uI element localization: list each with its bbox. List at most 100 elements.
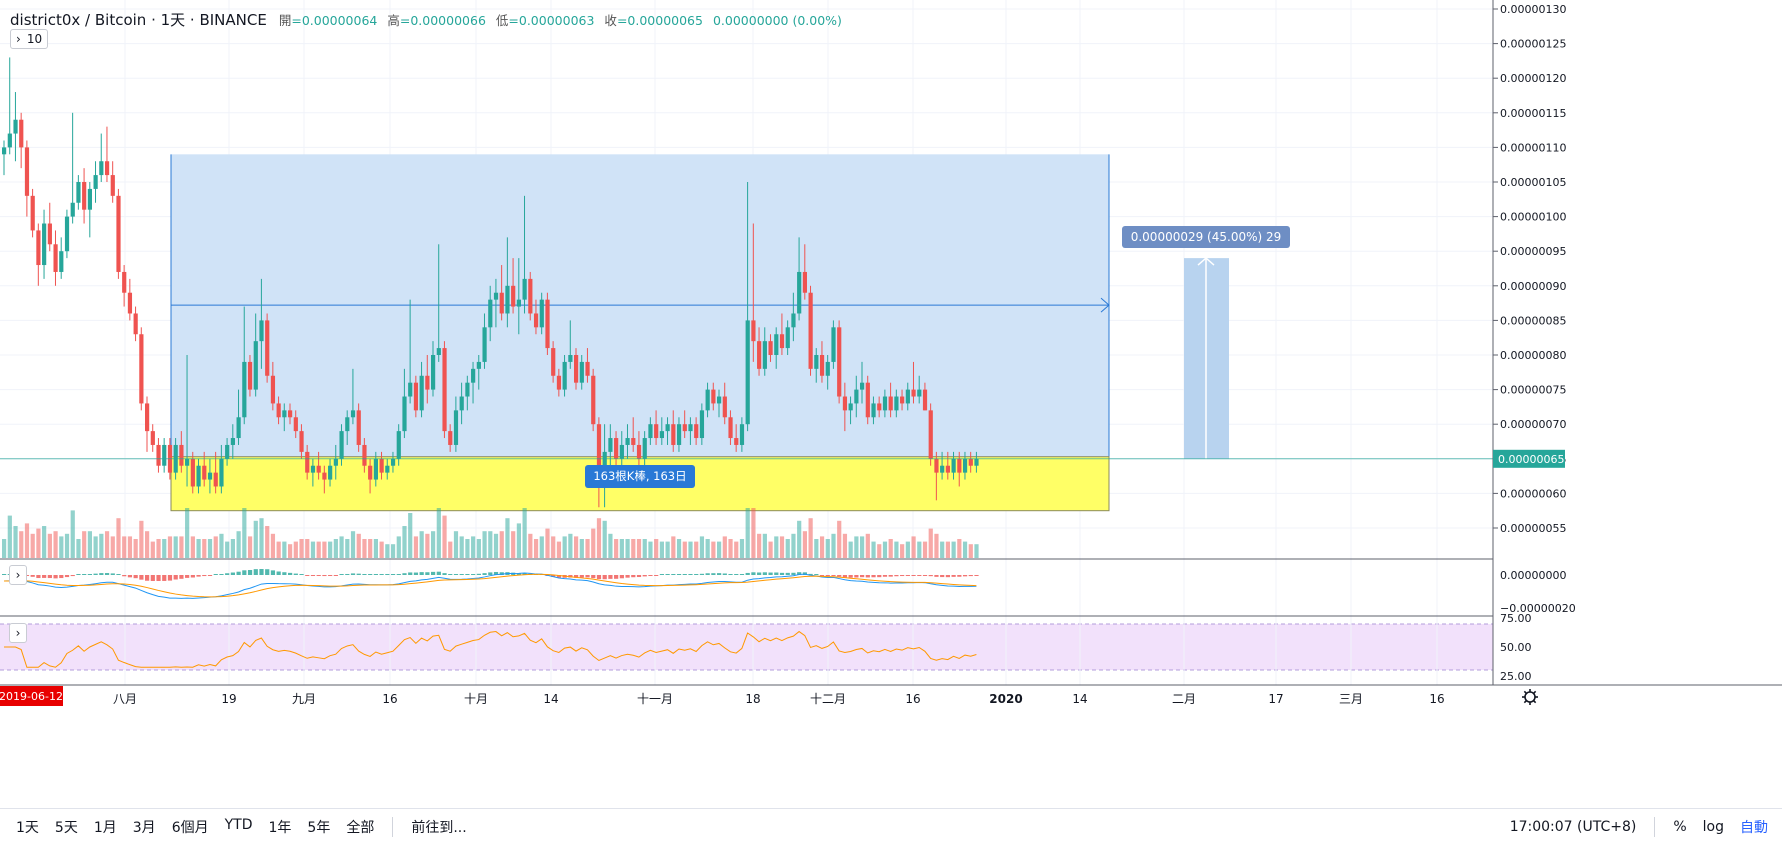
volume-bar: [59, 536, 64, 558]
macd-hist-bar: [757, 572, 762, 575]
candle-body: [99, 161, 104, 176]
volume-bar: [110, 536, 115, 558]
range-button[interactable]: 1天: [16, 819, 39, 836]
volume-bar: [585, 539, 590, 558]
macd-hist-bar: [842, 575, 848, 578]
symbol-title[interactable]: district0x / Bitcoin · 1天 · BINANCE: [10, 10, 267, 29]
macd-pane-toggle-button[interactable]: ›: [9, 565, 27, 585]
time-tick-label: 十一月: [637, 692, 673, 706]
rsi-tick-label: 25.00: [1500, 670, 1532, 683]
range-button[interactable]: 5年: [307, 819, 331, 836]
candle-body: [797, 271, 802, 314]
candle-body: [59, 251, 64, 272]
range-button[interactable]: YTD: [224, 816, 253, 833]
indicator-count: 10: [26, 32, 43, 46]
candle-body: [968, 458, 973, 466]
volume-bar: [699, 536, 705, 558]
time-tick-label: 16: [382, 692, 397, 706]
macd-hist-bar: [385, 574, 390, 575]
auto-scale-button[interactable]: 自動: [1740, 819, 1768, 836]
volume-bar: [911, 536, 916, 558]
macd-hist-bar: [442, 573, 447, 575]
candle-body: [122, 271, 127, 293]
macd-hist-bar: [608, 575, 613, 579]
volume-bar: [694, 541, 699, 558]
volume-bar: [928, 528, 933, 558]
range-button[interactable]: 6個月: [171, 819, 209, 836]
macd-hist-bar: [711, 573, 716, 575]
macd-hist-bar: [293, 573, 298, 575]
range-button[interactable]: 全部: [346, 819, 375, 836]
range-button[interactable]: 1月: [93, 819, 117, 836]
volume-bar: [579, 539, 584, 558]
percent-scale-button[interactable]: %: [1673, 818, 1687, 835]
macd-hist-bar: [110, 573, 115, 575]
volume-bar: [648, 541, 653, 558]
measure-badge: [1122, 226, 1290, 248]
price-axis: 0.00000130 0.00000125 0.00000120 0.00000115…: [1492, 0, 1782, 808]
volume-bar: [940, 541, 945, 558]
macd-hist-bar: [951, 575, 956, 577]
price-tick-label: 0.00000095: [1500, 245, 1566, 258]
goto-date-button[interactable]: 前往到...: [411, 819, 467, 836]
macd-hist-bar: [322, 575, 327, 577]
indicator-toggle-button[interactable]: › 10: [10, 29, 49, 49]
candle-body: [676, 424, 682, 445]
volume-bar: [591, 528, 596, 558]
macd-hist-bar: [76, 574, 81, 575]
volume-bar: [808, 518, 813, 558]
candle-body: [36, 230, 41, 266]
macd-hist-bar: [837, 575, 842, 577]
macd-hist-bar: [213, 574, 218, 575]
range-button[interactable]: 3月: [132, 819, 156, 836]
volume-bar: [482, 531, 487, 558]
macd-hist-bar: [368, 574, 373, 575]
candle-body: [471, 368, 476, 383]
range-button[interactable]: 5天: [54, 819, 78, 836]
macd-hist-bar: [93, 573, 98, 575]
macd-hist-bar: [734, 574, 739, 575]
macd-hist-bar: [465, 574, 470, 575]
volume-bar: [625, 539, 630, 558]
bottom-toolbar: 1天 5天 1月 3月 6個月 YTD 1年 5年 全部 前往到... 17:00:07 (UT…: [0, 808, 1782, 844]
volume-bar: [116, 518, 121, 558]
candle-body: [574, 355, 579, 383]
macd-hist-bar: [471, 574, 476, 575]
current-price-label: 0.00000065: [1498, 453, 1564, 466]
time-tick-label: 2020: [989, 692, 1022, 706]
volume-bar: [47, 533, 52, 558]
macd-hist-bar: [808, 573, 813, 575]
range-button[interactable]: 1年: [268, 819, 292, 836]
rsi-tick-label: 50.00: [1500, 641, 1532, 654]
rsi-pane-toggle-button[interactable]: ›: [9, 623, 27, 643]
price-tick-label: 0.00000125: [1500, 38, 1566, 51]
volume-bar: [562, 536, 567, 558]
gear-icon[interactable]: [1522, 689, 1538, 705]
macd-tick-label: −0.00000020: [1500, 602, 1576, 615]
range-label: 163根K棒, 163日: [593, 469, 686, 483]
volume-bar: [802, 531, 807, 558]
volume-bar: [179, 536, 184, 558]
ohlc-open: 開=0.00000064: [278, 12, 378, 28]
macd-hist-bar: [127, 575, 133, 578]
candle-body: [202, 465, 207, 480]
candle-body: [2, 147, 7, 155]
volume-bar: [7, 515, 12, 558]
candle-body: [413, 382, 419, 411]
volume-bar: [888, 539, 893, 558]
price-tick-label: 0.00000060: [1500, 487, 1566, 500]
macd-hist-bar: [190, 575, 195, 578]
candle-body: [648, 424, 653, 439]
ohlc-change: 0.00000000 (0.00%): [712, 12, 842, 28]
macd-hist-bar: [104, 573, 110, 575]
macd-hist-bar: [379, 574, 384, 575]
time-tick-label: 14: [1072, 692, 1087, 706]
log-scale-button[interactable]: log: [1702, 818, 1724, 835]
candle-body: [785, 327, 790, 349]
macd-hist-bar: [59, 575, 64, 579]
candle-body: [511, 285, 516, 307]
candle-body: [396, 431, 401, 459]
volume-bar: [768, 541, 773, 558]
